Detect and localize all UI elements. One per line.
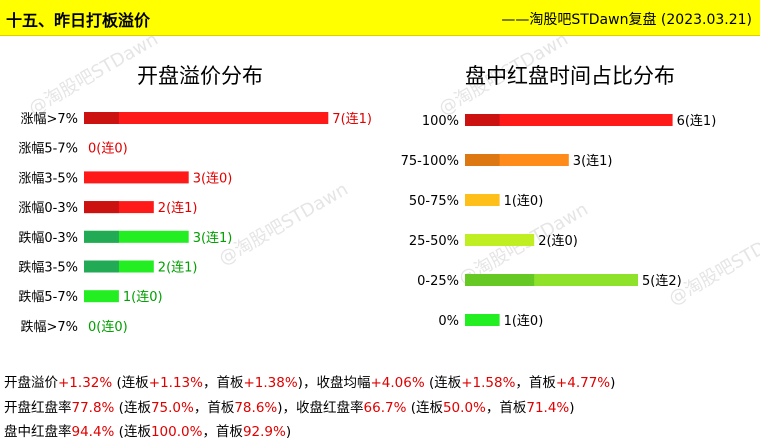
stat-text: (连板: [424, 375, 462, 391]
lianban-bar-segment: [84, 230, 119, 243]
source-label: ——淘股吧STDawn复盘 (2023.03.21): [501, 12, 752, 28]
stat-text: ): [610, 375, 616, 391]
lianban-bar-segment: [84, 201, 119, 214]
stat-value: 75.0%: [150, 400, 194, 416]
lianban-bar-segment: [465, 114, 500, 126]
stat-text: 开盘红盘率: [4, 400, 72, 416]
stat-value: +1.38%: [243, 375, 298, 391]
data-label: 2(连1): [158, 200, 198, 216]
data-label: 1(连0): [504, 313, 544, 329]
data-label: 2(连0): [538, 233, 578, 249]
stat-value: 78.6%: [234, 400, 278, 416]
category-label: 涨幅5-7%: [18, 142, 78, 157]
data-label: 1(连0): [504, 193, 544, 209]
data-label: 7(连1): [332, 111, 372, 127]
stat-value: 50.0%: [442, 400, 486, 416]
category-label: 跌幅5-7%: [18, 289, 78, 305]
data-label: 1(连0): [123, 289, 163, 305]
stat-text: ): [285, 424, 292, 440]
stat-text: 盘中红盘率: [4, 424, 72, 440]
stat-value: 77.8%: [71, 400, 115, 416]
stat-text: ): [569, 400, 575, 416]
category-label: 跌幅>7%: [20, 319, 78, 335]
stat-value: 66.7%: [363, 400, 407, 416]
chart-title-red-time: 盘中红盘时间占比分布: [465, 64, 675, 88]
lianban-bar-segment: [84, 260, 119, 273]
data-label: 2(连1): [158, 260, 198, 276]
stat-text: )，收盘均幅: [297, 375, 371, 391]
page-title: 十五、昨日打板溢价: [6, 11, 151, 30]
category-label: 75-100%: [401, 154, 459, 169]
stat-value: 94.4%: [71, 424, 115, 440]
data-label: 3(连0): [193, 170, 233, 186]
category-label: 0-25%: [417, 274, 459, 289]
stat-text: 开盘溢价: [4, 375, 58, 391]
stat-text: (连板: [406, 400, 443, 416]
data-label: 3(连1): [193, 230, 233, 246]
stat-text: (连板: [112, 375, 149, 391]
stat-text: )，收盘红盘率: [277, 400, 364, 416]
category-label: 跌幅0-3%: [18, 230, 78, 246]
chart-title-open-premium: 开盘溢价分布: [137, 64, 263, 88]
bar: [465, 314, 500, 326]
stat-text: (连板: [114, 400, 151, 416]
category-label: 50-75%: [409, 194, 459, 209]
data-label: 5(连2): [642, 273, 682, 289]
lianban-bar-segment: [84, 112, 119, 124]
stats-line-3: 盘中红盘率94.4% (连板100.0%，首板92.9%): [4, 420, 291, 440]
bar: [84, 112, 329, 124]
bar: [465, 234, 535, 246]
lianban-bar-segment: [465, 154, 500, 166]
bar: [84, 171, 189, 184]
lianban-bar-segment: [465, 274, 535, 286]
stat-text: ，首板: [202, 424, 243, 440]
stats-line-2: 开盘红盘率77.8% (连板75.0%，首板78.6%)，收盘红盘率66.7% …: [4, 396, 575, 416]
open-premium-chart: 涨幅>7% 7(连1) 涨幅5-7% 0(连0) 涨幅3-5% 3(连0) 涨幅0-3% 2(…: [18, 111, 372, 335]
data-label: 0(连0): [88, 319, 128, 335]
bar: [465, 194, 500, 206]
stat-value: 100.0%: [150, 424, 203, 440]
red-time-chart: 100% 6(连1) 75-100% 3(连1) 50-75% 1(连0) 25-50% 2(…: [401, 113, 717, 329]
category-label: 涨幅0-3%: [18, 201, 78, 216]
stat-value: +4.06%: [370, 375, 425, 391]
stat-value: +1.13%: [148, 375, 203, 391]
stat-text: ，首板: [202, 375, 244, 391]
stat-text: (连板: [114, 424, 151, 440]
category-label: 0%: [438, 314, 459, 329]
header-banner: 十五、昨日打板溢价 ——淘股吧STDawn复盘 (2023.03.21): [0, 0, 760, 36]
stat-text: ，首板: [193, 400, 235, 416]
data-label: 3(连1): [573, 153, 613, 169]
stat-value: 92.9%: [242, 424, 286, 440]
stat-value: +1.58%: [461, 375, 516, 391]
stat-value: +4.77%: [555, 375, 611, 391]
category-label: 跌幅3-5%: [18, 260, 78, 276]
stat-value: 71.4%: [526, 400, 570, 416]
stats-line-1: 开盘溢价+1.32% (连板+1.13%，首板+1.38%)，收盘均幅+4.06…: [4, 371, 615, 391]
stat-text: ，首板: [485, 400, 527, 416]
stat-text: ，首板: [515, 375, 556, 391]
category-label: 100%: [422, 114, 459, 129]
stat-value: +1.32%: [58, 375, 113, 391]
category-label: 25-50%: [409, 234, 459, 249]
category-label: 涨幅3-5%: [18, 171, 78, 186]
category-label: 涨幅>7%: [20, 112, 78, 127]
data-label: 0(连0): [88, 141, 128, 157]
bar: [84, 290, 119, 303]
bar: [465, 114, 673, 126]
data-label: 6(连1): [677, 113, 717, 129]
